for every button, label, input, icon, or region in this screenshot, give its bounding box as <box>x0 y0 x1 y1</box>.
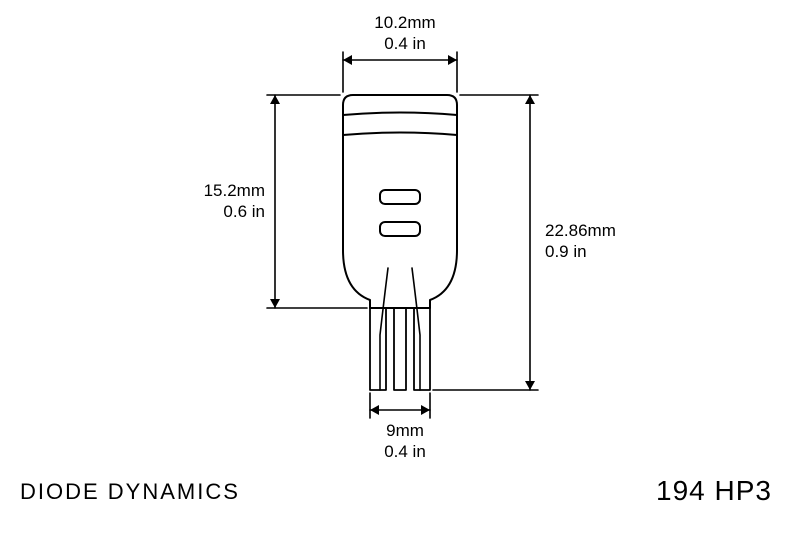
dim-left <box>267 95 367 308</box>
band-1 <box>343 113 457 116</box>
led-slot-1 <box>380 190 420 204</box>
dim-bottom-mm: 9mm <box>386 421 424 440</box>
dim-bottom-in: 0.4 in <box>384 442 426 461</box>
dim-bottom <box>370 393 430 418</box>
dim-top-mm: 10.2mm <box>374 13 435 32</box>
led-slot-2 <box>380 222 420 236</box>
dim-right-in: 0.9 in <box>545 242 587 261</box>
dim-left-mm: 15.2mm <box>204 181 265 200</box>
brand-text: DIODE DYNAMICS <box>20 479 240 505</box>
wedge-base-outline <box>370 308 430 390</box>
dim-top-in: 0.4 in <box>384 34 426 53</box>
dim-left-label: 15.2mm 0.6 in <box>185 180 265 223</box>
dim-right <box>433 95 538 390</box>
dim-right-label: 22.86mm 0.9 in <box>545 220 645 263</box>
bulb-outline <box>343 95 457 308</box>
model-text: 194 HP3 <box>656 475 772 507</box>
dim-left-in: 0.6 in <box>223 202 265 221</box>
diagram-stage: 10.2mm 0.4 in 15.2mm 0.6 in 22.86mm 0.9 … <box>0 0 800 533</box>
band-2 <box>343 133 457 136</box>
dim-top-label: 10.2mm 0.4 in <box>365 12 445 55</box>
dim-top <box>343 52 457 92</box>
dim-bottom-label: 9mm 0.4 in <box>375 420 435 463</box>
dim-right-mm: 22.86mm <box>545 221 616 240</box>
